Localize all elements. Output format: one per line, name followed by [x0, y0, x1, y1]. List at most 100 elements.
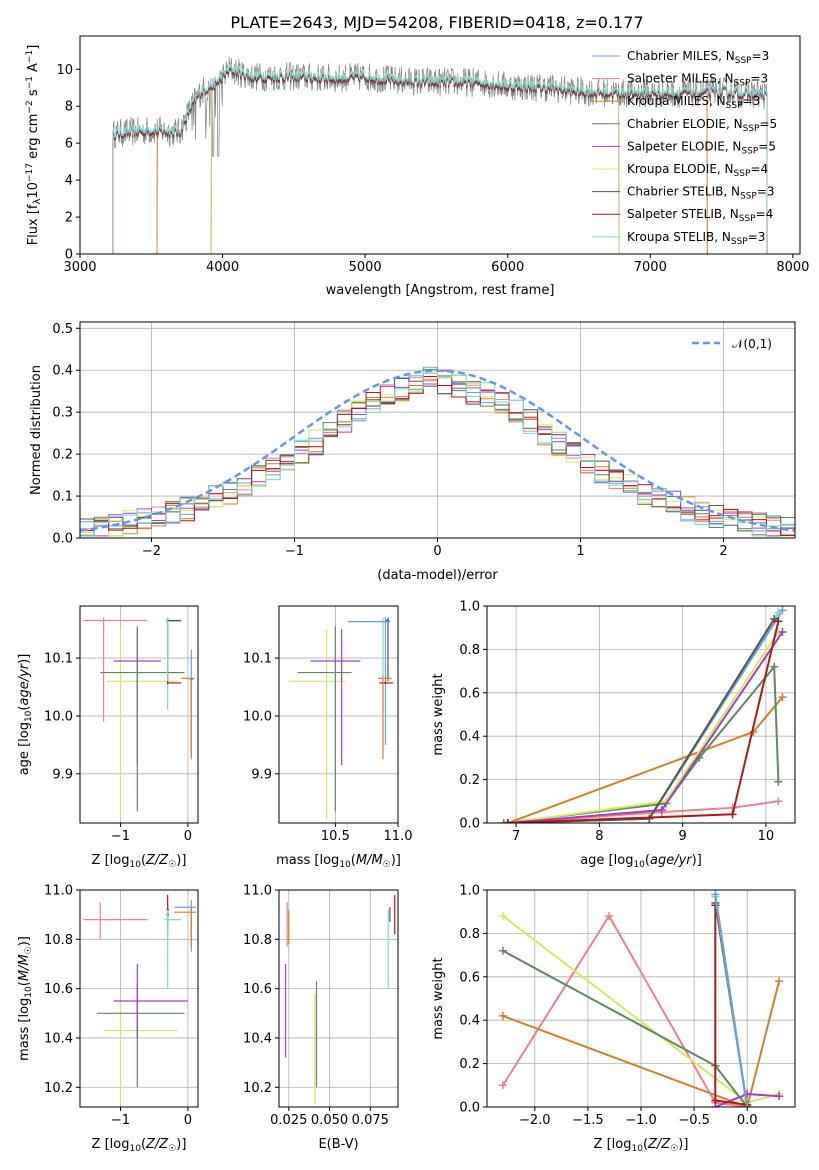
weight-marker	[728, 810, 737, 819]
label-part: )]	[176, 1137, 186, 1152]
label-part: ☉	[24, 946, 34, 954]
label-part: )]	[176, 853, 186, 868]
label-part: s	[26, 89, 41, 100]
label-part: ]	[26, 45, 41, 50]
error-bar-point	[166, 617, 182, 711]
x-tick-label: 7	[512, 829, 520, 844]
label-part: −17	[25, 163, 35, 182]
y-axis-label: mass weight	[431, 673, 446, 755]
y-tick-label: 10.0	[44, 709, 73, 724]
x-axis-label: Z [log10(Z/Z☉)]	[92, 853, 187, 870]
label-part: Z [	[92, 853, 110, 868]
age-vs-mass-axes: 10.5 11.0 9.9 10.0 10.1 mass [log10(M/M☉)]	[243, 605, 412, 870]
legend-entry: 𝒩(0,1)	[732, 337, 772, 351]
weight-marker	[774, 777, 783, 786]
label-part: (	[141, 1137, 146, 1152]
legend-entry: Kroupa STELIB, NSSP=3	[627, 230, 765, 247]
x-tick-label: 8	[595, 829, 603, 844]
label-part: 10	[339, 860, 351, 870]
y-tick-label: 6	[65, 137, 73, 152]
legend-label: Chabrier STELIB, N	[627, 185, 740, 199]
label-part: log	[612, 1137, 632, 1152]
label-part: −2	[25, 100, 35, 113]
y-tick-label: 10.4	[44, 1031, 73, 1046]
label-part: M/M	[356, 853, 383, 868]
weight-marker	[778, 606, 787, 615]
label-part: log	[17, 722, 32, 742]
error-bar-point	[377, 677, 392, 760]
weight-marker	[498, 912, 507, 921]
weight-line	[503, 664, 780, 823]
x-tick-label: −1	[285, 544, 304, 559]
y-tick-label: 0.4	[459, 730, 480, 745]
error-bar-point	[113, 963, 188, 1038]
label-part: 10	[633, 860, 645, 870]
axes-frame	[79, 605, 199, 824]
y-tick-label: 10.0	[243, 709, 272, 724]
weight-marker	[499, 819, 508, 823]
label-part: M/M	[17, 954, 32, 981]
y-tick-label: 0.4	[52, 364, 73, 379]
y-tick-label: 0.2	[459, 773, 480, 788]
legend-entry: Salpeter STELIB, NSSP=4	[627, 207, 773, 224]
histogram-series	[80, 372, 795, 537]
legend-suffix: =3	[757, 185, 775, 199]
weight-series	[499, 662, 783, 823]
axes-frame	[486, 605, 796, 824]
x-tick-label: 5000	[349, 260, 382, 275]
y-tick-label: 4	[65, 174, 73, 189]
weight-marker	[770, 662, 779, 671]
weight-marker	[774, 608, 783, 617]
legend-label: Salpeter STELIB, N	[627, 207, 739, 221]
label-part: log	[17, 998, 32, 1018]
y-axis-label: Flux [fλ10−17 erg cm−2 s−1 A−1]	[25, 45, 43, 246]
x-tick-label: 1	[576, 544, 584, 559]
label-part: )]	[17, 654, 32, 664]
legend-suffix: =3	[752, 49, 770, 63]
axes-frame	[278, 605, 399, 824]
label-part: Z [	[594, 1137, 612, 1152]
x-axis-label: wavelength [Angstrom, rest frame]	[326, 283, 555, 298]
y-axis-label: mass [log10(M/M☉)]	[17, 936, 34, 1061]
y-tick-label: 10.6	[44, 982, 73, 997]
y-tick-label: 10.2	[44, 1081, 73, 1096]
label-part: erg cm	[26, 114, 41, 163]
label-part: ☉	[168, 1144, 176, 1154]
legend-entry: Chabrier ELODIE, NSSP=5	[627, 117, 777, 134]
normal-curve	[80, 369, 795, 532]
legend-sub: SSP	[734, 79, 751, 89]
legend-sub: SSP	[734, 169, 751, 179]
x-tick-label: −1.5	[572, 1113, 604, 1128]
label-part: 10	[129, 1144, 141, 1154]
legend-suffix: =4	[750, 162, 768, 176]
axes-frame	[278, 889, 399, 1108]
model-spectrum	[112, 64, 768, 254]
error-bar-point	[385, 617, 390, 682]
y-axis-label: age [log10(age/yr)]	[17, 654, 34, 776]
legend-sub: SSP	[739, 214, 756, 224]
label-part: −1	[25, 76, 35, 89]
label-part: ☉	[383, 860, 391, 870]
label-part: E(B-V)	[318, 1137, 358, 1152]
label-part: age/yr	[650, 853, 693, 868]
label-part: Z/Z	[647, 1137, 671, 1152]
label-part: Z [	[92, 1137, 110, 1152]
mass-weight-vs-Z-axes: −2.0 −1.5 −1.0 −0.5 0.0 0.0 0.2 0.4 0.6 0.8 1.0 Z […	[431, 884, 796, 1154]
histogram-series	[80, 378, 795, 536]
x-axis-label: (data-model)/error	[377, 568, 498, 583]
legend-sub: SSP	[741, 146, 758, 156]
y-tick-label: 10.6	[243, 982, 272, 997]
weight-line	[507, 631, 784, 823]
legend-entry: Chabrier STELIB, NSSP=3	[627, 185, 775, 202]
axes-frame	[79, 35, 801, 255]
label-part: (	[643, 1137, 648, 1152]
x-axis-label: E(B-V)	[318, 1137, 358, 1152]
axes-frame	[79, 889, 199, 1108]
legend-entry: Salpeter ELODIE, NSSP=5	[627, 139, 776, 156]
y-tick-label: 11.0	[44, 884, 73, 899]
y-tick-label: 10.8	[243, 933, 272, 948]
x-tick-label: 6000	[491, 260, 524, 275]
legend-entry: Chabrier MILES, NSSP=3	[627, 49, 769, 66]
label-part: age/yr	[17, 662, 32, 705]
y-tick-label: 0.8	[459, 927, 480, 942]
